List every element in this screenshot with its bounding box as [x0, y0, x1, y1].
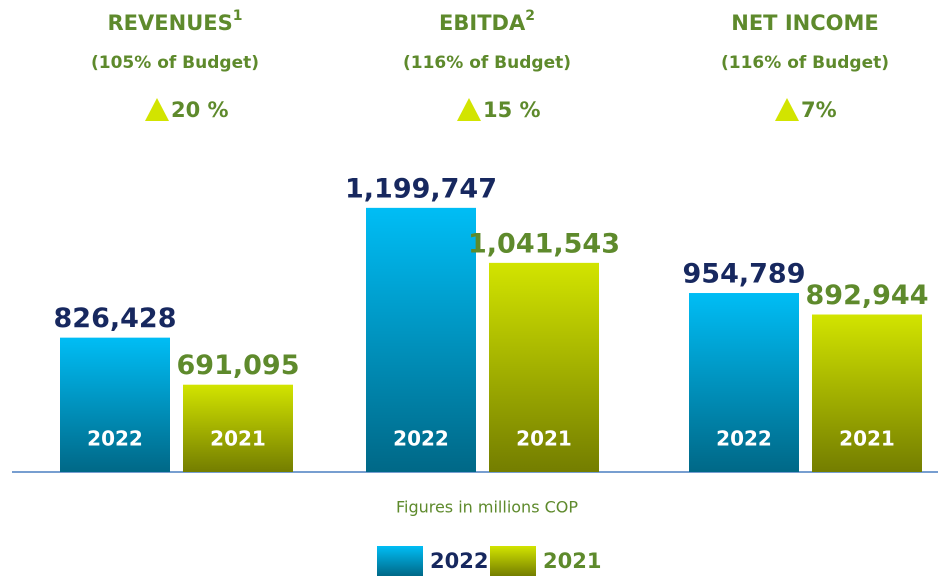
value-label: 691,095 [177, 350, 300, 381]
value-label: 826,428 [54, 303, 177, 334]
bar-year-label: 2021 [210, 427, 266, 451]
bar-year-label: 2022 [716, 427, 772, 451]
change-label: 15 % [483, 98, 541, 122]
value-label: 1,199,747 [345, 173, 497, 204]
bar-year-label: 2022 [87, 427, 143, 451]
bar-year-label: 2022 [393, 427, 449, 451]
category-name: REVENUES [108, 11, 233, 35]
bar-shade [60, 337, 170, 472]
category-name: NET INCOME [731, 11, 878, 35]
legend-label: 2022 [430, 549, 488, 573]
value-label: 1,041,543 [468, 228, 620, 259]
category-subtitle: (116% of Budget) [403, 53, 571, 73]
footnote-mark: 2 [525, 8, 535, 24]
value-label: 954,789 [683, 259, 806, 290]
up-triangle [457, 98, 481, 121]
up-triangle [775, 98, 799, 121]
category-name: EBITDA [439, 11, 526, 35]
legend-label: 2021 [543, 549, 601, 573]
value-label: 892,944 [806, 280, 929, 311]
category-subtitle: (105% of Budget) [91, 53, 259, 73]
bar-year-label: 2021 [516, 427, 572, 451]
change-label: 20 % [171, 98, 229, 122]
bar-shade [366, 207, 476, 472]
bar-shade [812, 314, 922, 472]
change-label: 7% [801, 98, 837, 122]
up-triangle [145, 98, 169, 121]
legend-swatch-shade [377, 546, 423, 576]
category-subtitle: (116% of Budget) [721, 53, 889, 73]
bar-shade [183, 384, 293, 472]
bar-year-label: 2021 [839, 427, 895, 451]
category-title: NET INCOME [731, 11, 878, 35]
footnote: Figures in millions COP [396, 498, 578, 517]
footnote-mark: 1 [233, 8, 243, 24]
category-title: REVENUES1 [108, 8, 243, 35]
bar-shade [489, 262, 599, 472]
legend-swatch-shade [490, 546, 536, 576]
category-title: EBITDA2 [439, 8, 535, 35]
bar-shade [689, 293, 799, 472]
